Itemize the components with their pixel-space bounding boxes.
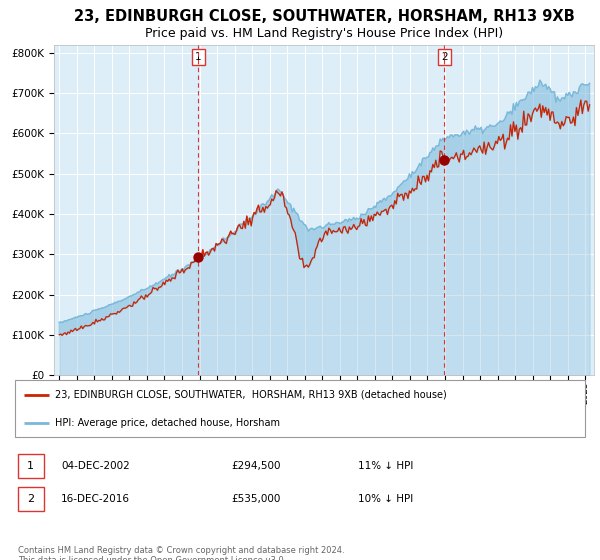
Text: £535,000: £535,000: [231, 494, 280, 504]
Text: 11% ↓ HPI: 11% ↓ HPI: [358, 461, 413, 471]
Text: 1: 1: [195, 52, 202, 62]
Text: 23, EDINBURGH CLOSE, SOUTHWATER,  HORSHAM, RH13 9XB (detached house): 23, EDINBURGH CLOSE, SOUTHWATER, HORSHAM…: [55, 390, 447, 400]
Text: 2: 2: [27, 494, 34, 504]
Text: 04-DEC-2002: 04-DEC-2002: [61, 461, 130, 471]
FancyBboxPatch shape: [18, 454, 44, 478]
Text: 10% ↓ HPI: 10% ↓ HPI: [358, 494, 413, 504]
Text: Contains HM Land Registry data © Crown copyright and database right 2024.
This d: Contains HM Land Registry data © Crown c…: [18, 546, 344, 560]
Text: 23, EDINBURGH CLOSE, SOUTHWATER, HORSHAM, RH13 9XB: 23, EDINBURGH CLOSE, SOUTHWATER, HORSHAM…: [74, 8, 574, 24]
Text: 2: 2: [441, 52, 448, 62]
Text: £294,500: £294,500: [231, 461, 280, 471]
FancyBboxPatch shape: [18, 487, 44, 511]
Text: 1: 1: [27, 461, 34, 471]
FancyBboxPatch shape: [15, 380, 585, 437]
Text: Price paid vs. HM Land Registry's House Price Index (HPI): Price paid vs. HM Land Registry's House …: [145, 27, 503, 40]
Text: 16-DEC-2016: 16-DEC-2016: [61, 494, 130, 504]
Text: HPI: Average price, detached house, Horsham: HPI: Average price, detached house, Hors…: [55, 418, 280, 428]
